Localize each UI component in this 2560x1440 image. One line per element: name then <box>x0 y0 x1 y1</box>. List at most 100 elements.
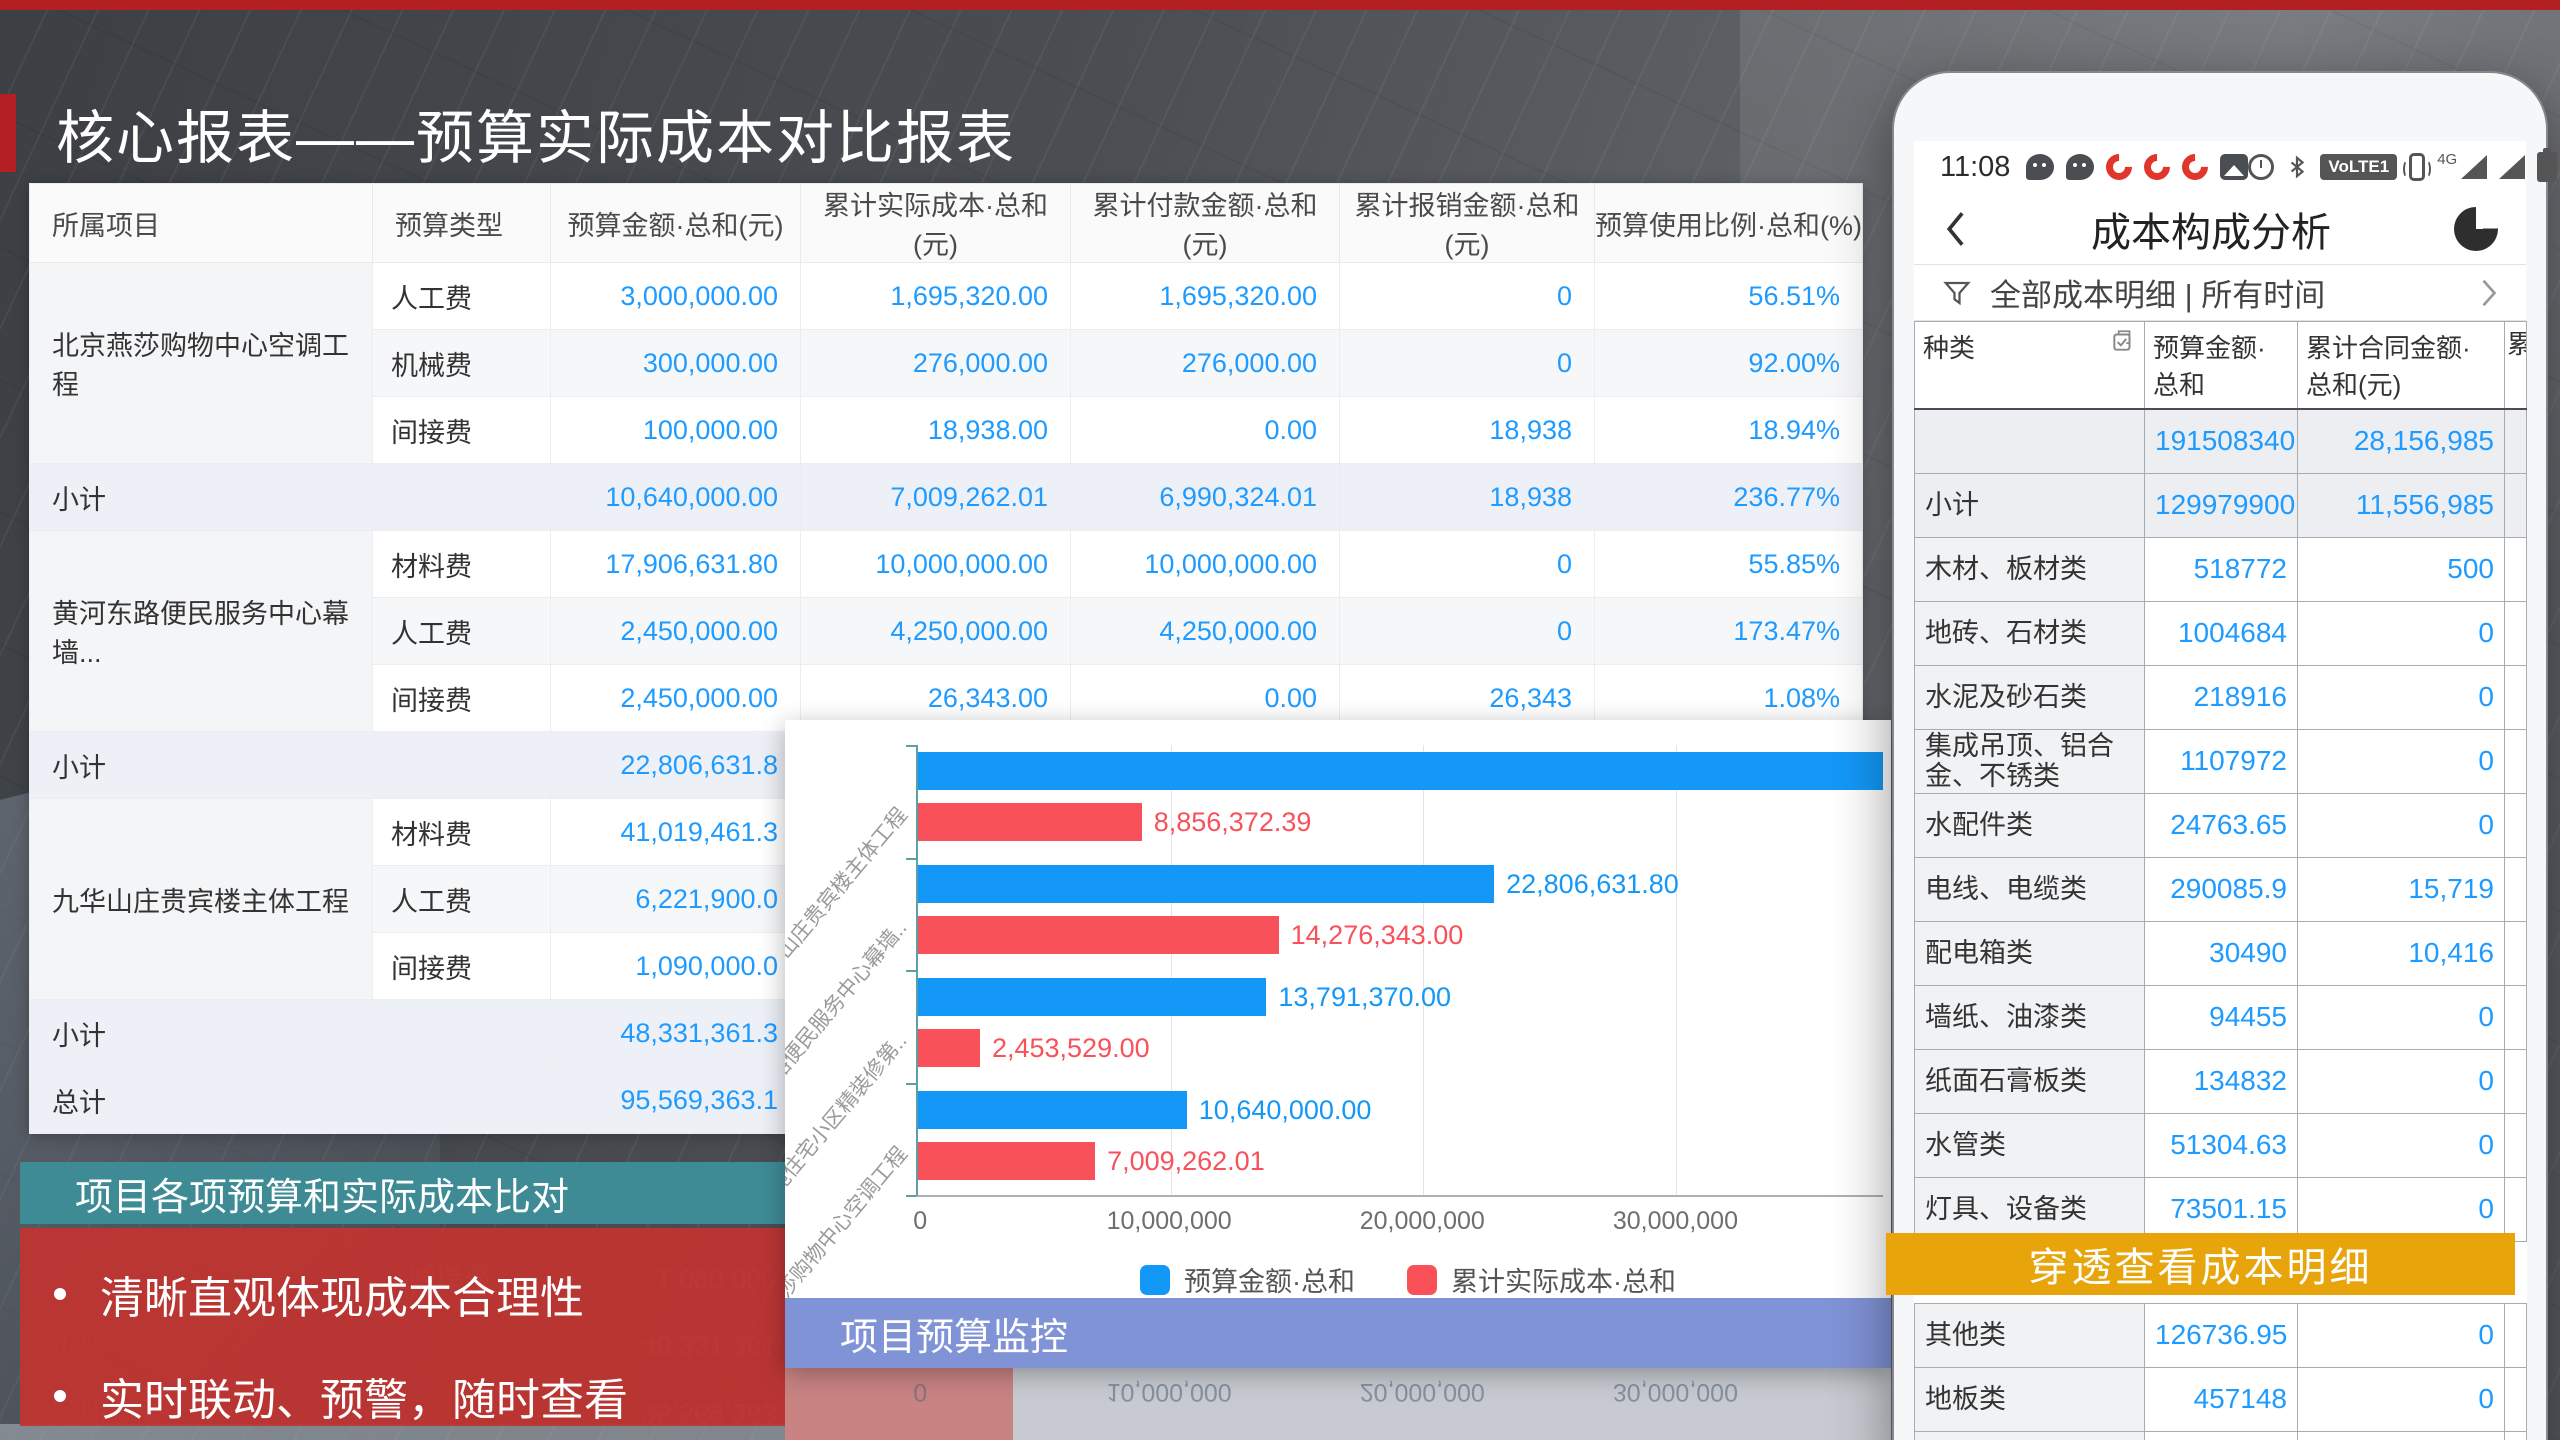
value-cell: 17,906,631.80 <box>550 530 801 598</box>
budget-type-cell: 人工费 <box>372 597 551 665</box>
filter-text: 全部成本明细 | 所有时间 <box>1990 278 2326 313</box>
column-header: 所属项目 <box>29 183 373 263</box>
phone-table-row[interactable]: 水配件类 24763.65 0 <box>1914 792 2527 858</box>
table-row: 黄河东路便民服务中心幕墙... 材料费 17,906,631.80 10,000,00… <box>29 530 1863 732</box>
value-cell: 3,000,000.00 <box>550 262 801 330</box>
value-cell: 0.00 <box>1070 396 1340 464</box>
axis-tick-mark <box>906 857 916 860</box>
contract-amount-cell: 0 <box>2297 664 2505 730</box>
value-cell: 300,000.00 <box>550 329 801 397</box>
phone-table-row[interactable]: 灯具、设备类 73501.15 0 <box>1914 1176 2527 1242</box>
subtotal-label-cell: 小计 <box>29 463 551 531</box>
wechat-icon <box>2026 154 2055 180</box>
bluetooth-icon <box>2291 155 2305 179</box>
budget-amount-cell: 22240 <box>2144 1430 2298 1440</box>
phone-table-row[interactable]: 玻璃、铝镜类222400 <box>1914 1430 2527 1440</box>
subtotal-label-cell: 小计 <box>29 731 551 799</box>
budget-amount-cell: 129979900.94 <box>2144 472 2298 538</box>
phone-table-row[interactable]: 其他类 126736.95 0 <box>1914 1302 2527 1368</box>
contract-amount-cell: 0 <box>2297 1302 2505 1368</box>
top-accent-strip <box>0 0 2560 10</box>
alarm-icon <box>2248 154 2275 180</box>
bar-value-label: 22,806,631.80 <box>1506 868 1679 899</box>
pie-chart-icon[interactable] <box>2454 206 2498 251</box>
budget-amount-cell: 134832 <box>2144 1048 2298 1114</box>
phone-table-row[interactable]: 地板类 457148 0 <box>1914 1366 2527 1432</box>
chart-bar-row: 2,453,529.00 <box>918 1029 1883 1067</box>
contract-amount-cell: 0 <box>2297 1112 2505 1178</box>
chart-gridline <box>1675 745 1677 1195</box>
budget-amount-cell: 1004684 <box>2144 600 2298 666</box>
wechat-icon <box>2066 154 2095 180</box>
callout-bullet: 清晰直观体现成本合理性 <box>54 1262 792 1326</box>
contract-amount-cell: 0 <box>2297 600 2505 666</box>
axis-tick-mark <box>906 745 916 747</box>
chart-bar-row <box>918 752 1883 790</box>
reflection-tick-label: 0 <box>913 1378 928 1406</box>
category-cell: 墙纸、油漆类 <box>1914 984 2145 1050</box>
contract-amount-cell: 0 <box>2297 792 2505 858</box>
title-row: 核心报表——预算实际成本对比报表 <box>0 88 1900 178</box>
contract-amount-cell: 28,156,985 <box>2297 408 2505 474</box>
budget-amount-cell: 30490 <box>2144 920 2298 986</box>
budget-bar <box>918 1091 1187 1129</box>
category-cell: 水泥及砂石类 <box>1914 664 2145 730</box>
budget-type-cell: 材料费 <box>372 530 551 598</box>
phone-table-row[interactable]: 191508340.9428,156,985 <box>1914 408 2527 474</box>
chart-reflection: 0 10,000,000 20,000,000 30,000,000 <box>785 1368 1891 1440</box>
chart-category-group: 北京燕莎购物中心空调工程 10,640,000.00 7,009,262.01 <box>785 1084 1883 1350</box>
value-cell: 6,221,900.0 <box>550 865 801 933</box>
callout-bullet-text: 清晰直观体现成本合理性 <box>100 1274 584 1323</box>
column-header: 预算使用比例·总和(%) <box>1594 183 1863 263</box>
phone-table-row[interactable]: 墙纸、油漆类 94455 0 <box>1914 984 2527 1050</box>
value-cell: 6,990,324.01 <box>1070 463 1340 531</box>
back-chevron-icon[interactable] <box>1942 209 1968 249</box>
phone-page-title: 成本构成分析 <box>2091 210 2331 255</box>
sort-filter-icon[interactable] <box>2110 328 2136 354</box>
contract-amount-cell: 0 <box>2297 1430 2505 1440</box>
bar-value-label: 10,640,000.00 <box>1198 1094 1372 1125</box>
value-cell: 22,806,631.8 <box>550 731 801 799</box>
bullet-dot-icon <box>54 1390 66 1402</box>
phone-table-row[interactable]: 配电箱类 30490 10,416 <box>1914 920 2527 986</box>
filter-row[interactable]: 全部成本明细 | 所有时间 <box>1914 265 2526 321</box>
legend-color-chip <box>1407 1264 1437 1295</box>
project-name-cell: 九华山庄贵宾楼主体工程 <box>29 798 373 1000</box>
phone-table-row[interactable]: 水泥及砂石类 218916 0 <box>1914 664 2527 730</box>
category-cell <box>1914 408 2145 474</box>
column-header: 累计付款金额·总和(元) <box>1070 183 1340 263</box>
status-right-icons: VoLTE1 4G <box>2248 148 2558 182</box>
callout-teal-label: 项目各项预算和实际成本比对 <box>75 1176 570 1219</box>
category-cell: 配电箱类 <box>1914 920 2145 986</box>
clipped-cell <box>2504 1176 2527 1242</box>
status-left-icons <box>2026 148 2249 186</box>
callout-bullet-text: 实时联动、预警，随时查看 <box>100 1376 628 1425</box>
phone-column-header: 累) <box>2504 321 2527 410</box>
phone-table-row[interactable]: 水管类 51304.63 0 <box>1914 1112 2527 1178</box>
chart-bar-row: 22,806,631.80 <box>918 865 1883 903</box>
phone-table-row[interactable]: 地砖、石材类 1004684 0 <box>1914 600 2527 666</box>
signal-4g-label: 4G <box>2437 150 2458 168</box>
phone-table-row[interactable]: 木材、板材类 518772 500 <box>1914 536 2527 602</box>
value-cell: 41,019,461.3 <box>550 798 801 866</box>
callout-red-box: 清晰直观体现成本合理性 实时联动、预警，随时查看 <box>20 1228 792 1426</box>
legend-label: 累计实际成本·总和 <box>1451 1267 1676 1297</box>
chart-category-group: 兰溪上苑住宅小区精装修第.. 13,791,370.00 2,453,529.00 <box>785 971 1883 1246</box>
contract-amount-cell: 500 <box>2297 536 2505 602</box>
bullet-dot-icon <box>54 1288 66 1300</box>
contract-amount-cell: 10,416 <box>2297 920 2505 986</box>
phone-table-row[interactable]: 纸面石膏板类 134832 0 <box>1914 1048 2527 1114</box>
status-time: 11:08 <box>1940 150 2011 183</box>
category-cell: 小计 <box>1914 472 2145 538</box>
phone-column-header: 种类 <box>1914 321 2145 410</box>
x-axis-tick-label: 10,000,000 <box>1106 1207 1232 1235</box>
chart-legend: 预算金额·总和 累计实际成本·总和 <box>785 1260 1891 1299</box>
phone-table-row[interactable]: 电线、电缆类 290085.9 15,719 <box>1914 856 2527 922</box>
category-cell: 灯具、设备类 <box>1914 1176 2145 1242</box>
phone-table-row[interactable]: 集成吊顶、铝合金、不锈类 1107972 0 <box>1914 728 2527 794</box>
budget-bar <box>918 865 1495 903</box>
contract-amount-cell: 15,719 <box>2297 856 2505 922</box>
notification-ring-icon <box>2139 148 2176 186</box>
phone-column-header: 累计合同金额·总和(元) <box>2297 321 2505 410</box>
